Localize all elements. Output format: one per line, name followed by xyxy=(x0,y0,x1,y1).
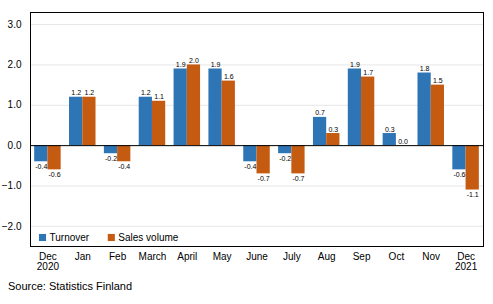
svg-text:Jan: Jan xyxy=(75,251,91,262)
svg-text:−1.0: −1.0 xyxy=(2,180,22,191)
svg-text:-0.4: -0.4 xyxy=(118,163,130,170)
svg-text:Sales volume: Sales volume xyxy=(118,232,178,243)
svg-text:Dec2020: Dec2020 xyxy=(37,251,60,272)
svg-text:0.3: 0.3 xyxy=(328,126,338,133)
svg-text:-0.4: -0.4 xyxy=(244,163,256,170)
svg-text:1.2: 1.2 xyxy=(141,89,151,96)
svg-text:April: April xyxy=(177,251,197,262)
svg-text:2.0: 2.0 xyxy=(189,57,199,64)
svg-text:-0.4: -0.4 xyxy=(35,163,47,170)
svg-text:1.8: 1.8 xyxy=(420,65,430,72)
svg-text:1.2: 1.2 xyxy=(71,89,81,96)
svg-text:−2.0: −2.0 xyxy=(2,221,22,232)
svg-text:0.0: 0.0 xyxy=(398,138,408,145)
svg-text:July: July xyxy=(283,251,301,262)
svg-text:0.7: 0.7 xyxy=(315,109,325,116)
svg-text:0.3: 0.3 xyxy=(385,126,395,133)
svg-text:1.9: 1.9 xyxy=(176,61,186,68)
svg-text:-0.7: -0.7 xyxy=(292,175,304,182)
svg-text:1.0: 1.0 xyxy=(8,99,22,110)
svg-text:1.7: 1.7 xyxy=(363,69,373,76)
svg-text:1.6: 1.6 xyxy=(224,73,234,80)
svg-text:May: May xyxy=(213,251,232,262)
svg-text:-1.1: -1.1 xyxy=(467,191,479,198)
svg-text:March: March xyxy=(139,251,167,262)
svg-text:2.0: 2.0 xyxy=(8,59,22,70)
svg-text:Feb: Feb xyxy=(109,251,127,262)
svg-text:-0.6: -0.6 xyxy=(453,171,465,178)
svg-text:1.9: 1.9 xyxy=(211,61,221,68)
svg-text:3.0: 3.0 xyxy=(8,19,22,30)
svg-text:Turnover: Turnover xyxy=(50,232,90,243)
svg-text:-0.2: -0.2 xyxy=(279,155,291,162)
svg-text:1.1: 1.1 xyxy=(154,93,164,100)
svg-text:-0.2: -0.2 xyxy=(105,155,117,162)
svg-text:1.5: 1.5 xyxy=(433,77,443,84)
svg-text:Aug: Aug xyxy=(318,251,336,262)
svg-text:-0.7: -0.7 xyxy=(258,175,270,182)
svg-text:Dec2021: Dec2021 xyxy=(455,251,478,272)
svg-text:Sep: Sep xyxy=(353,251,371,262)
svg-text:1.9: 1.9 xyxy=(350,61,360,68)
svg-text:June: June xyxy=(246,251,268,262)
svg-text:Oct: Oct xyxy=(389,251,405,262)
svg-text:0.0: 0.0 xyxy=(8,140,22,151)
svg-text:Nov: Nov xyxy=(422,251,440,262)
svg-text:1.2: 1.2 xyxy=(85,89,95,96)
html-text:Source: Statistics Finland: Source: Statistics Finland xyxy=(8,280,133,292)
svg-text:-0.6: -0.6 xyxy=(49,171,61,178)
